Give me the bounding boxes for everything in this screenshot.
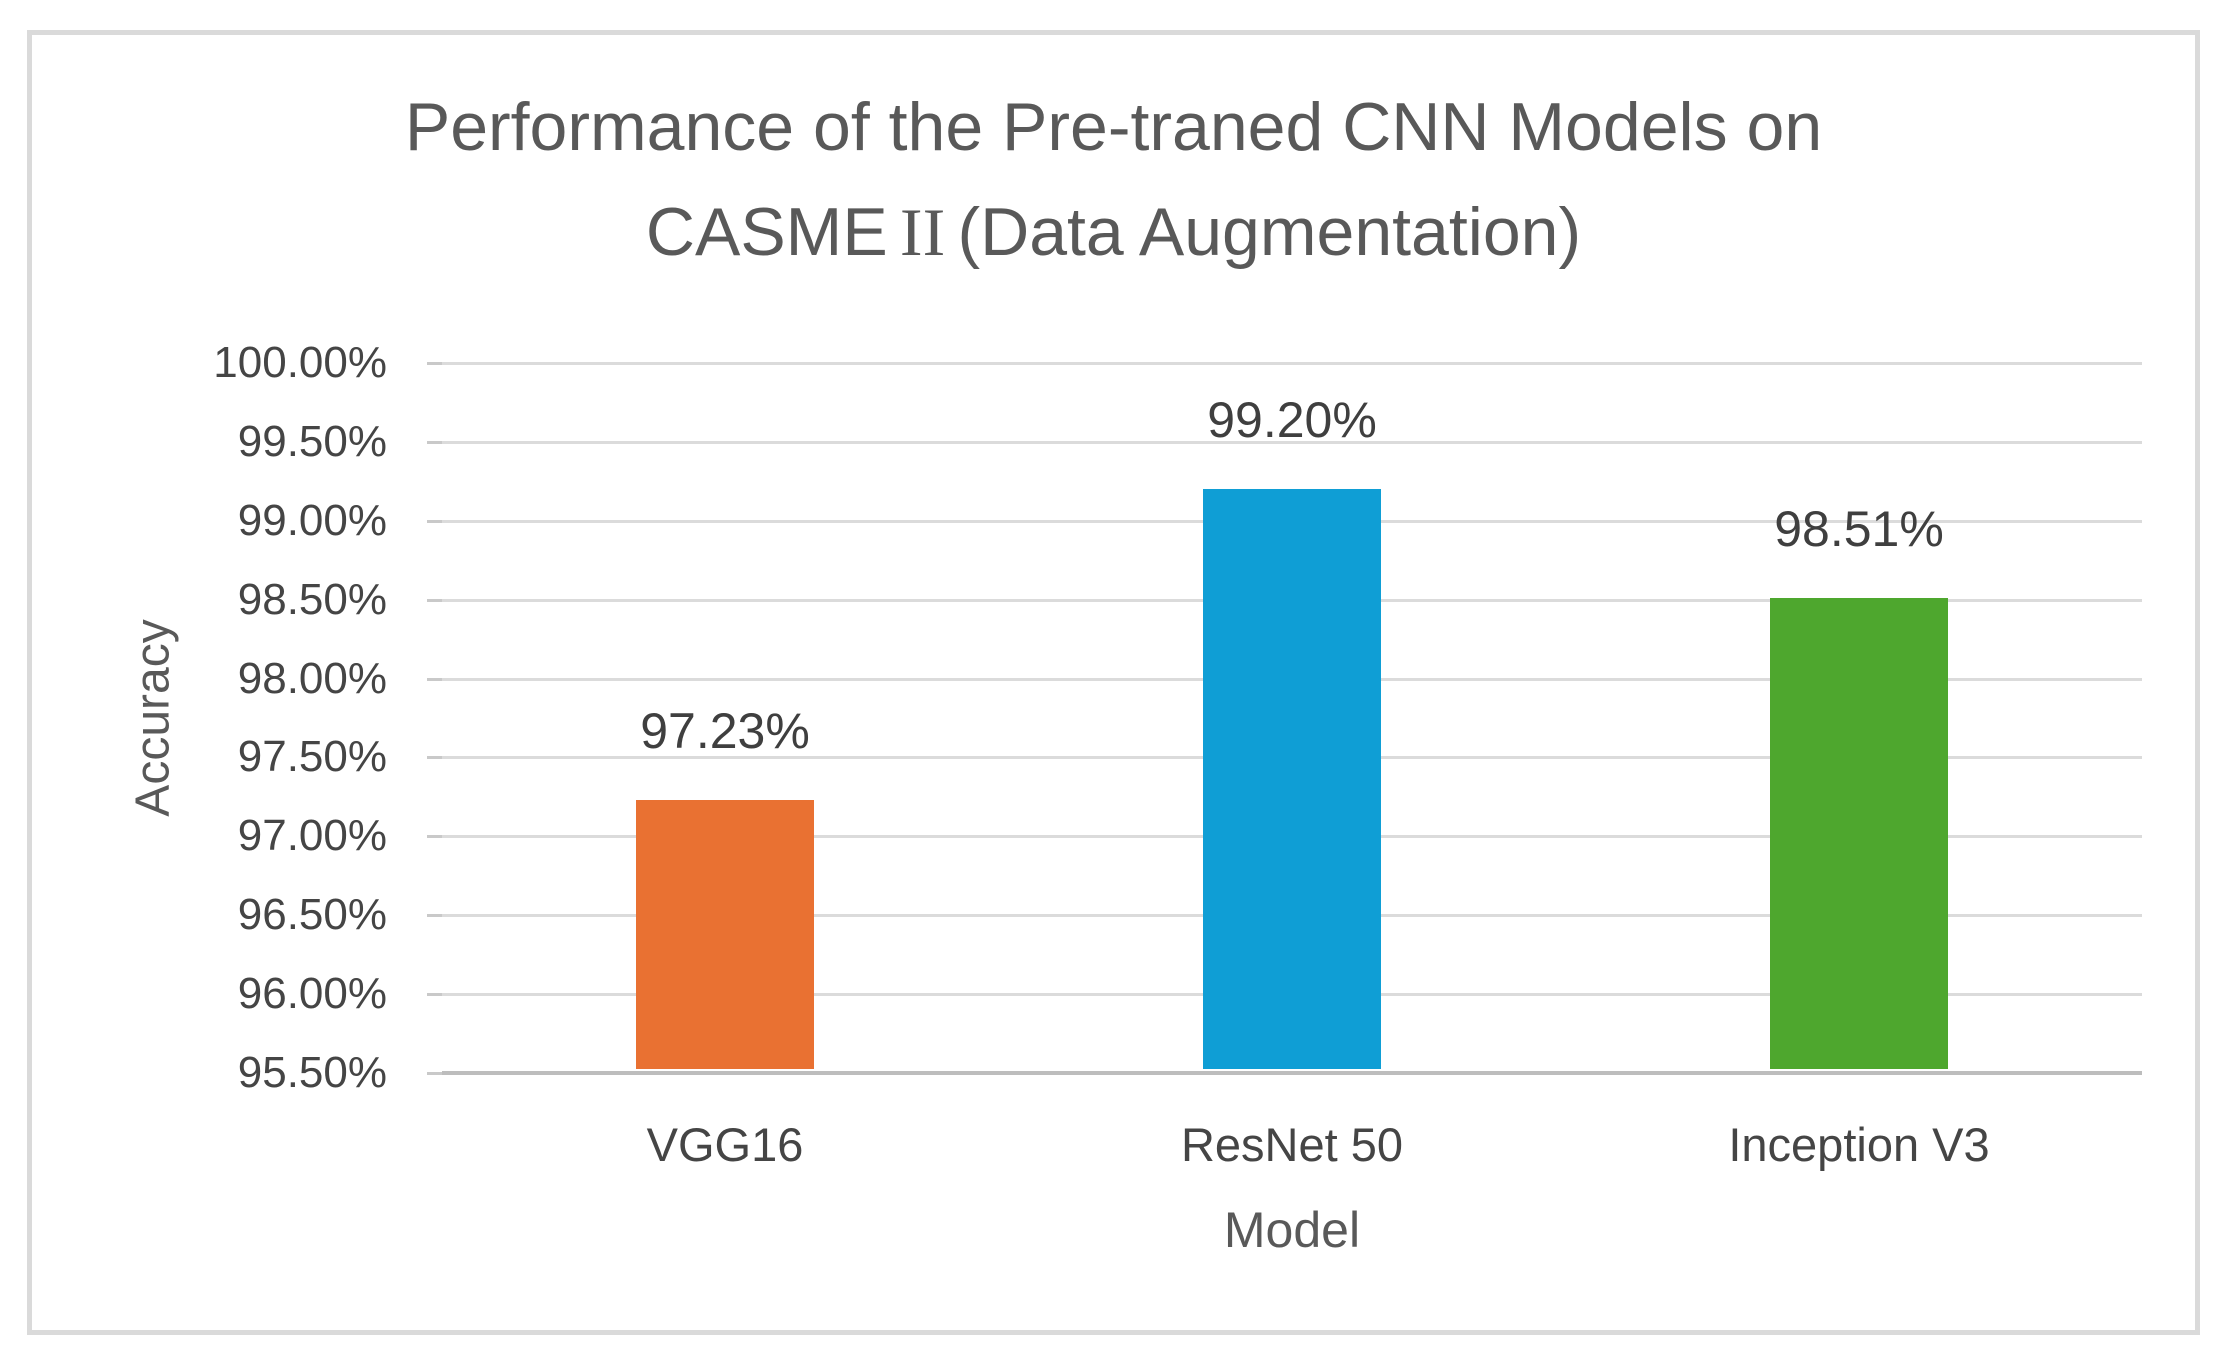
y-tick-label: 99.00% xyxy=(237,496,387,545)
y-gridline xyxy=(442,441,2142,444)
y-tick-label: 97.50% xyxy=(237,732,387,781)
chart-title-line2-pre: CASME xyxy=(645,194,888,270)
y-axis-tick xyxy=(427,993,442,996)
bar-vgg16 xyxy=(636,800,814,1069)
chart-title-line1: Performance of the Pre-traned CNN Models… xyxy=(404,89,1823,165)
chart-title: Performance of the Pre-traned CNN Models… xyxy=(32,75,2195,285)
data-label-resnet-50: 99.20% xyxy=(1207,392,1377,448)
y-axis-tick xyxy=(427,678,442,681)
y-axis-tick xyxy=(427,520,442,523)
y-axis-tick xyxy=(427,756,442,759)
y-axis-tick xyxy=(427,599,442,602)
y-axis-title: Accuracy xyxy=(126,619,180,817)
bar-inception-v3 xyxy=(1770,598,1948,1069)
y-tick-label: 98.50% xyxy=(237,575,387,624)
x-axis-title: Model xyxy=(1223,1202,1361,1258)
chart-frame: Performance of the Pre-traned CNN Models… xyxy=(27,30,2200,1335)
bar-resnet-50 xyxy=(1203,489,1381,1069)
plot-area: 100.00% 99.50% 99.00% 98.50% 98.00% 97.50% 97.… xyxy=(213,338,2142,1171)
y-axis-tick xyxy=(427,441,442,444)
y-tick-label: 95.50% xyxy=(237,1048,387,1097)
chart-title-line2-post: (Data Augmentation) xyxy=(957,194,1582,270)
y-tick-label: 99.50% xyxy=(237,417,387,466)
y-tick-label: 98.00% xyxy=(237,654,387,703)
y-tick-label: 96.00% xyxy=(237,969,387,1018)
y-tick-label: 96.50% xyxy=(237,890,387,939)
chart-title-line2-roman-numeral: II xyxy=(899,194,946,270)
y-gridline xyxy=(442,362,2142,365)
category-label-vgg16: VGG16 xyxy=(646,1118,804,1171)
y-axis-tick xyxy=(427,835,442,838)
y-tick-label: 100.00% xyxy=(213,338,387,387)
y-axis-tick xyxy=(427,914,442,917)
y-axis-tick xyxy=(427,1072,442,1075)
data-label-inception-v3: 98.51% xyxy=(1774,501,1944,557)
chart-title-line2: CASME II (Data Augmentation) xyxy=(32,180,2195,285)
y-tick-label: 97.00% xyxy=(237,811,387,860)
category-label-resnet-50: ResNet 50 xyxy=(1180,1118,1404,1171)
category-label-inception-v3: Inception V3 xyxy=(1728,1118,1990,1171)
data-label-vgg16: 97.23% xyxy=(640,703,810,759)
x-axis-baseline xyxy=(442,1071,2142,1075)
y-axis-tick xyxy=(427,362,442,365)
